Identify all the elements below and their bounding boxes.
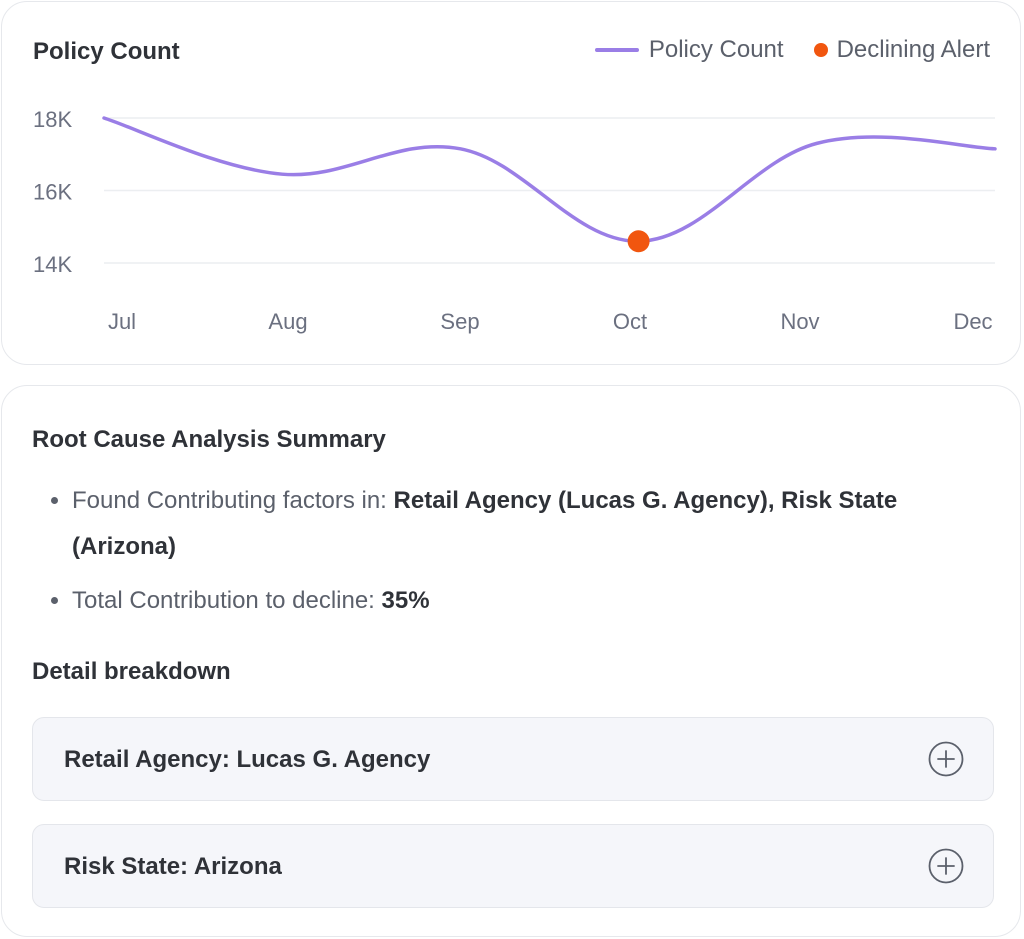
x-tick-label: Aug: [268, 309, 307, 334]
chart-title: Policy Count: [33, 38, 180, 65]
series-line-policy-count: [102, 116, 997, 244]
y-tick-label: 14K: [33, 252, 72, 277]
x-tick-label: Jul: [108, 309, 136, 334]
legend-label: Declining Alert: [836, 36, 990, 63]
declining-alert-marker: [627, 230, 650, 253]
accordion-label: Retail Agency: Lucas G. Agency: [64, 746, 431, 773]
rca-bullet-contribution: Total Contribution to decline: 35%: [72, 578, 1002, 624]
plus-circle-icon[interactable]: [928, 848, 964, 884]
root-cause-analysis-card: Root Cause Analysis Summary Found Contri…: [1, 385, 1021, 937]
accordion-risk-state[interactable]: Risk State: Arizona: [32, 824, 994, 908]
x-tick-label: Nov: [780, 309, 819, 334]
detail-breakdown-title: Detail breakdown: [32, 658, 231, 685]
bullet-text: Total Contribution to decline:: [72, 587, 382, 614]
bullet-bold-text: Retail Agency (Lucas G. Agency), Risk St…: [72, 487, 898, 560]
x-tick-label: Sep: [440, 309, 479, 334]
plus-circle-icon[interactable]: [928, 741, 964, 777]
chart-legend: Policy Count Declining Alert: [594, 36, 990, 64]
policy-count-chart-card: 18K 16K 14K Jul Aug Sep Oct Nov Dec Policy Count…: [1, 1, 1021, 365]
legend-item-policy-count[interactable]: Policy Count: [594, 36, 784, 64]
accordion-retail-agency[interactable]: Retail Agency: Lucas G. Agency: [32, 717, 994, 801]
legend-line-swatch: [594, 48, 639, 52]
rca-title: Root Cause Analysis Summary: [32, 426, 386, 453]
x-tick-label: Oct: [613, 309, 647, 334]
legend-label: Policy Count: [648, 36, 784, 63]
rca-summary-list: Found Contributing factors in: Retail Ag…: [32, 478, 1002, 632]
bullet-bold-text: 35%: [381, 587, 430, 614]
y-tick-label: 18K: [33, 107, 72, 132]
policy-count-chart: 18K 16K 14K Jul Aug Sep Oct Nov Dec: [33, 107, 997, 334]
legend-dot-swatch: [813, 43, 828, 57]
rca-bullet-factors: Found Contributing factors in: Retail Ag…: [72, 478, 1002, 570]
accordion-label: Risk State: Arizona: [64, 853, 282, 880]
y-tick-label: 16K: [33, 180, 72, 205]
legend-item-declining-alert[interactable]: Declining Alert: [784, 36, 990, 64]
bullet-text: Found Contributing factors in:: [72, 487, 394, 514]
x-tick-label: Dec: [953, 309, 992, 334]
